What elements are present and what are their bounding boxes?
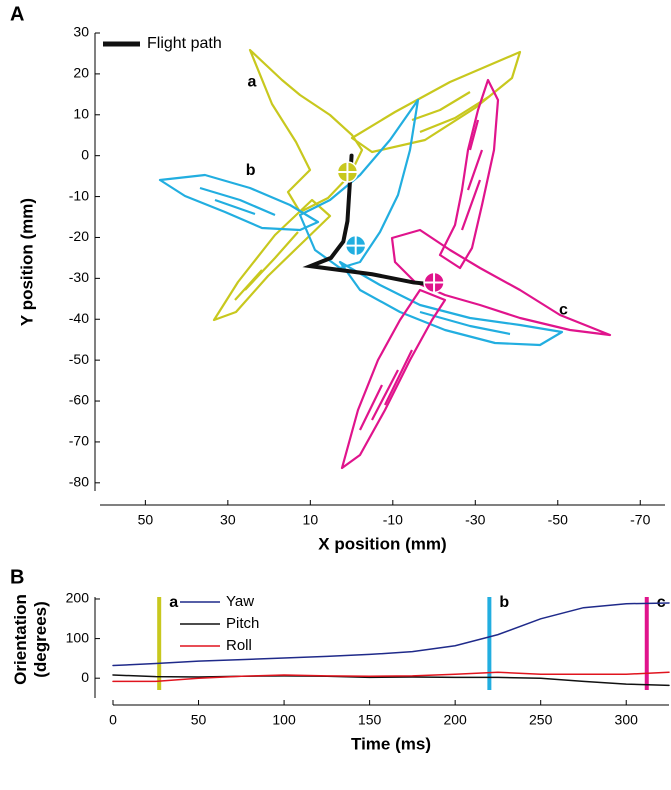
y-tick-label: 10 xyxy=(73,105,89,121)
panel-label: A xyxy=(10,3,24,25)
y-tick-label: -30 xyxy=(69,269,89,285)
x-tick-label: 50 xyxy=(191,712,207,728)
legend-label: Pitch xyxy=(226,615,259,632)
series-line xyxy=(112,674,670,687)
x-tick-label: 200 xyxy=(443,712,467,728)
x-tick-label: 150 xyxy=(358,712,382,728)
y-tick-label: -10 xyxy=(69,187,89,203)
series-line xyxy=(302,153,437,287)
y-tick-label: 20 xyxy=(73,65,89,81)
y-tick-label: -40 xyxy=(69,310,89,326)
x-tick-label: -10 xyxy=(383,512,403,528)
event-label: a xyxy=(169,594,178,611)
y-tick-label: -70 xyxy=(69,433,89,449)
y-tick-label: -20 xyxy=(69,228,89,244)
panel-label: B xyxy=(10,566,24,588)
position-label: c xyxy=(559,302,568,319)
x-tick-label: -30 xyxy=(465,512,485,528)
legend-label: Yaw xyxy=(226,593,254,610)
y-tick-label: -80 xyxy=(69,474,89,490)
marker-cross xyxy=(424,272,445,293)
y-axis-label: Y position (mm) xyxy=(17,198,36,326)
bird-a xyxy=(212,48,522,322)
marker-cross xyxy=(337,162,358,183)
legend-label: Roll xyxy=(226,637,252,654)
legend-label: Flight path xyxy=(147,35,222,52)
y-tick-label: 200 xyxy=(66,590,90,606)
x-tick-label: 100 xyxy=(272,712,296,728)
y-tick-label: -60 xyxy=(69,392,89,408)
x-tick-label: 50 xyxy=(138,512,154,528)
x-tick-label: 300 xyxy=(615,712,639,728)
x-tick-label: 30 xyxy=(220,512,236,528)
x-tick-label: 0 xyxy=(109,712,117,728)
x-tick-label: 10 xyxy=(303,512,319,528)
y-tick-label: 0 xyxy=(81,669,89,685)
x-tick-label: -50 xyxy=(548,512,568,528)
y-tick-label: -50 xyxy=(69,351,89,367)
y-tick-label: 100 xyxy=(66,629,90,645)
position-label: b xyxy=(246,162,256,179)
x-tick-label: 250 xyxy=(529,712,553,728)
position-label: a xyxy=(247,73,256,90)
y-tick-label: 0 xyxy=(81,146,89,162)
series-line xyxy=(112,671,670,683)
marker-cross xyxy=(345,235,366,256)
event-label: b xyxy=(499,594,509,611)
x-axis-label: X position (mm) xyxy=(318,534,446,553)
y-axis-label: Orientation(degrees) xyxy=(11,594,50,685)
bird-c xyxy=(340,78,612,470)
series-line xyxy=(112,602,670,667)
x-tick-label: -70 xyxy=(630,512,650,528)
x-axis-label: Time (ms) xyxy=(351,734,431,753)
y-tick-label: 30 xyxy=(73,24,89,40)
